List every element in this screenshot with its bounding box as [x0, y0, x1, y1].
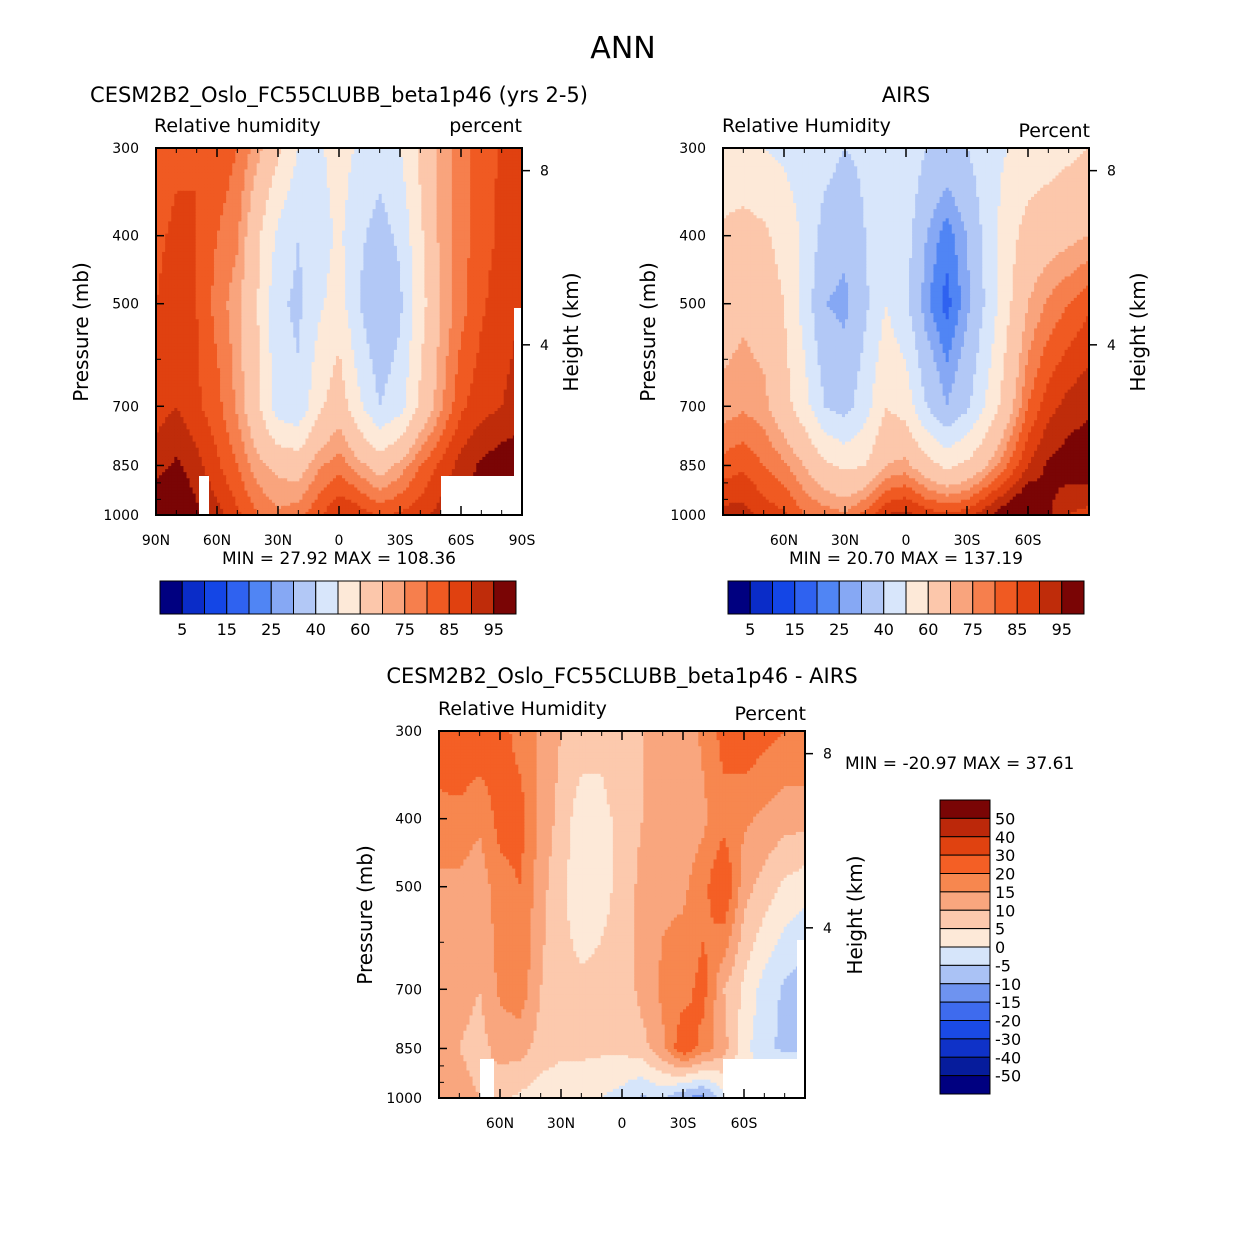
panel-model: CESM2B2_Oslo_FC55CLUBB_beta1p46 (yrs 2-5…	[69, 83, 588, 639]
figure-title: ANN	[590, 31, 655, 66]
contour-field	[156, 148, 523, 516]
left-label: Relative humidity	[154, 115, 321, 137]
panel-title: CESM2B2_Oslo_FC55CLUBB_beta1p46 (yrs 2-5…	[90, 83, 588, 108]
right-label: percent	[449, 115, 522, 137]
figure: ANN CESM2B2_Oslo_FC55CLUBB_beta1p46 (yrs…	[0, 0, 1246, 1248]
